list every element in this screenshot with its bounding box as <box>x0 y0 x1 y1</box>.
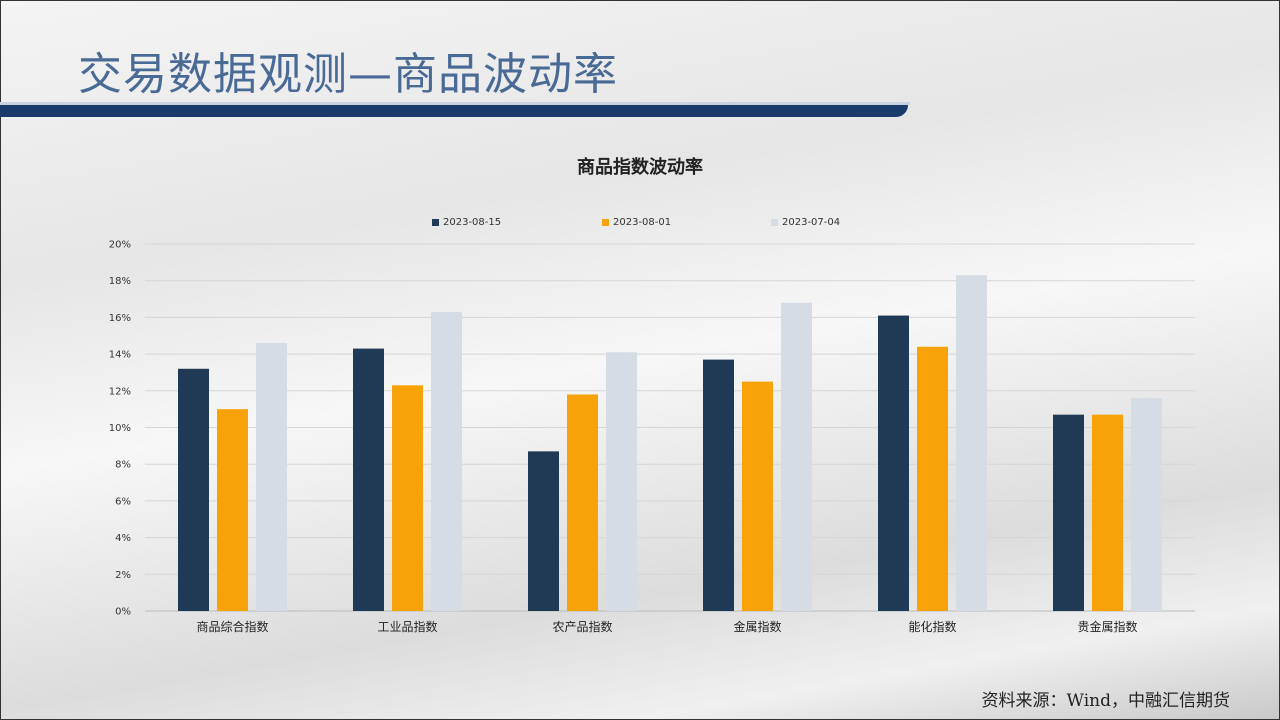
bar-1-4 <box>917 346 948 611</box>
bar-2-4 <box>956 275 987 611</box>
x-tick-label: 农产品指数 <box>552 619 612 634</box>
y-tick-label: 8% <box>115 460 131 471</box>
legend-swatch-1 <box>602 219 609 226</box>
y-tick-label: 20% <box>109 240 131 251</box>
chart-title: 商品指数波动率 <box>577 157 703 178</box>
y-tick-label: 18% <box>109 276 131 287</box>
bar-2-5 <box>1131 398 1162 611</box>
bar-1-2 <box>567 394 598 611</box>
bar-0-4 <box>878 315 909 611</box>
y-tick-label: 6% <box>115 496 131 507</box>
bar-0-1 <box>353 348 384 611</box>
bar-1-3 <box>742 381 773 611</box>
bar-0-2 <box>528 451 559 611</box>
legend-swatch-0 <box>432 219 439 226</box>
legend-swatch-2 <box>771 219 778 226</box>
bar-1-5 <box>1092 414 1123 611</box>
bar-0-3 <box>703 359 734 611</box>
legend-label-2: 2023-07-04 <box>782 217 841 228</box>
slide-title: 交易数据观测—商品波动率 <box>78 49 618 100</box>
bar-1-0 <box>217 409 248 611</box>
legend-item-2: 2023-07-04 <box>771 217 840 228</box>
y-tick-label: 4% <box>115 533 131 544</box>
legend-item-1: 2023-08-01 <box>602 217 671 228</box>
x-tick-label: 商品综合指数 <box>196 619 268 634</box>
bar-2-0 <box>256 343 287 611</box>
y-tick-label: 16% <box>109 313 131 324</box>
bar-2-1 <box>431 311 462 611</box>
y-tick-label: 12% <box>109 386 131 397</box>
y-tick-label: 10% <box>109 423 131 434</box>
bar-1-1 <box>392 385 423 611</box>
header-band <box>0 105 908 117</box>
x-tick-label: 能化指数 <box>908 619 956 634</box>
legend-label-1: 2023-08-01 <box>613 217 672 228</box>
bar-0-5 <box>1053 414 1084 611</box>
legend-label-0: 2023-08-15 <box>443 217 502 228</box>
y-tick-label: 0% <box>115 607 131 618</box>
bar-0-0 <box>178 368 209 611</box>
y-tick-label: 2% <box>115 570 131 581</box>
legend-item-0: 2023-08-15 <box>432 217 501 228</box>
y-tick-label: 14% <box>109 350 131 361</box>
data-source: 资料来源：Wind，中融汇信期货 <box>981 691 1230 711</box>
x-tick-label: 贵金属指数 <box>1077 619 1137 634</box>
header-band-highlight <box>0 102 910 105</box>
x-tick-label: 工业品指数 <box>377 619 437 634</box>
bar-2-2 <box>606 352 637 611</box>
x-tick-label: 金属指数 <box>733 619 781 634</box>
bar-2-3 <box>781 302 812 611</box>
